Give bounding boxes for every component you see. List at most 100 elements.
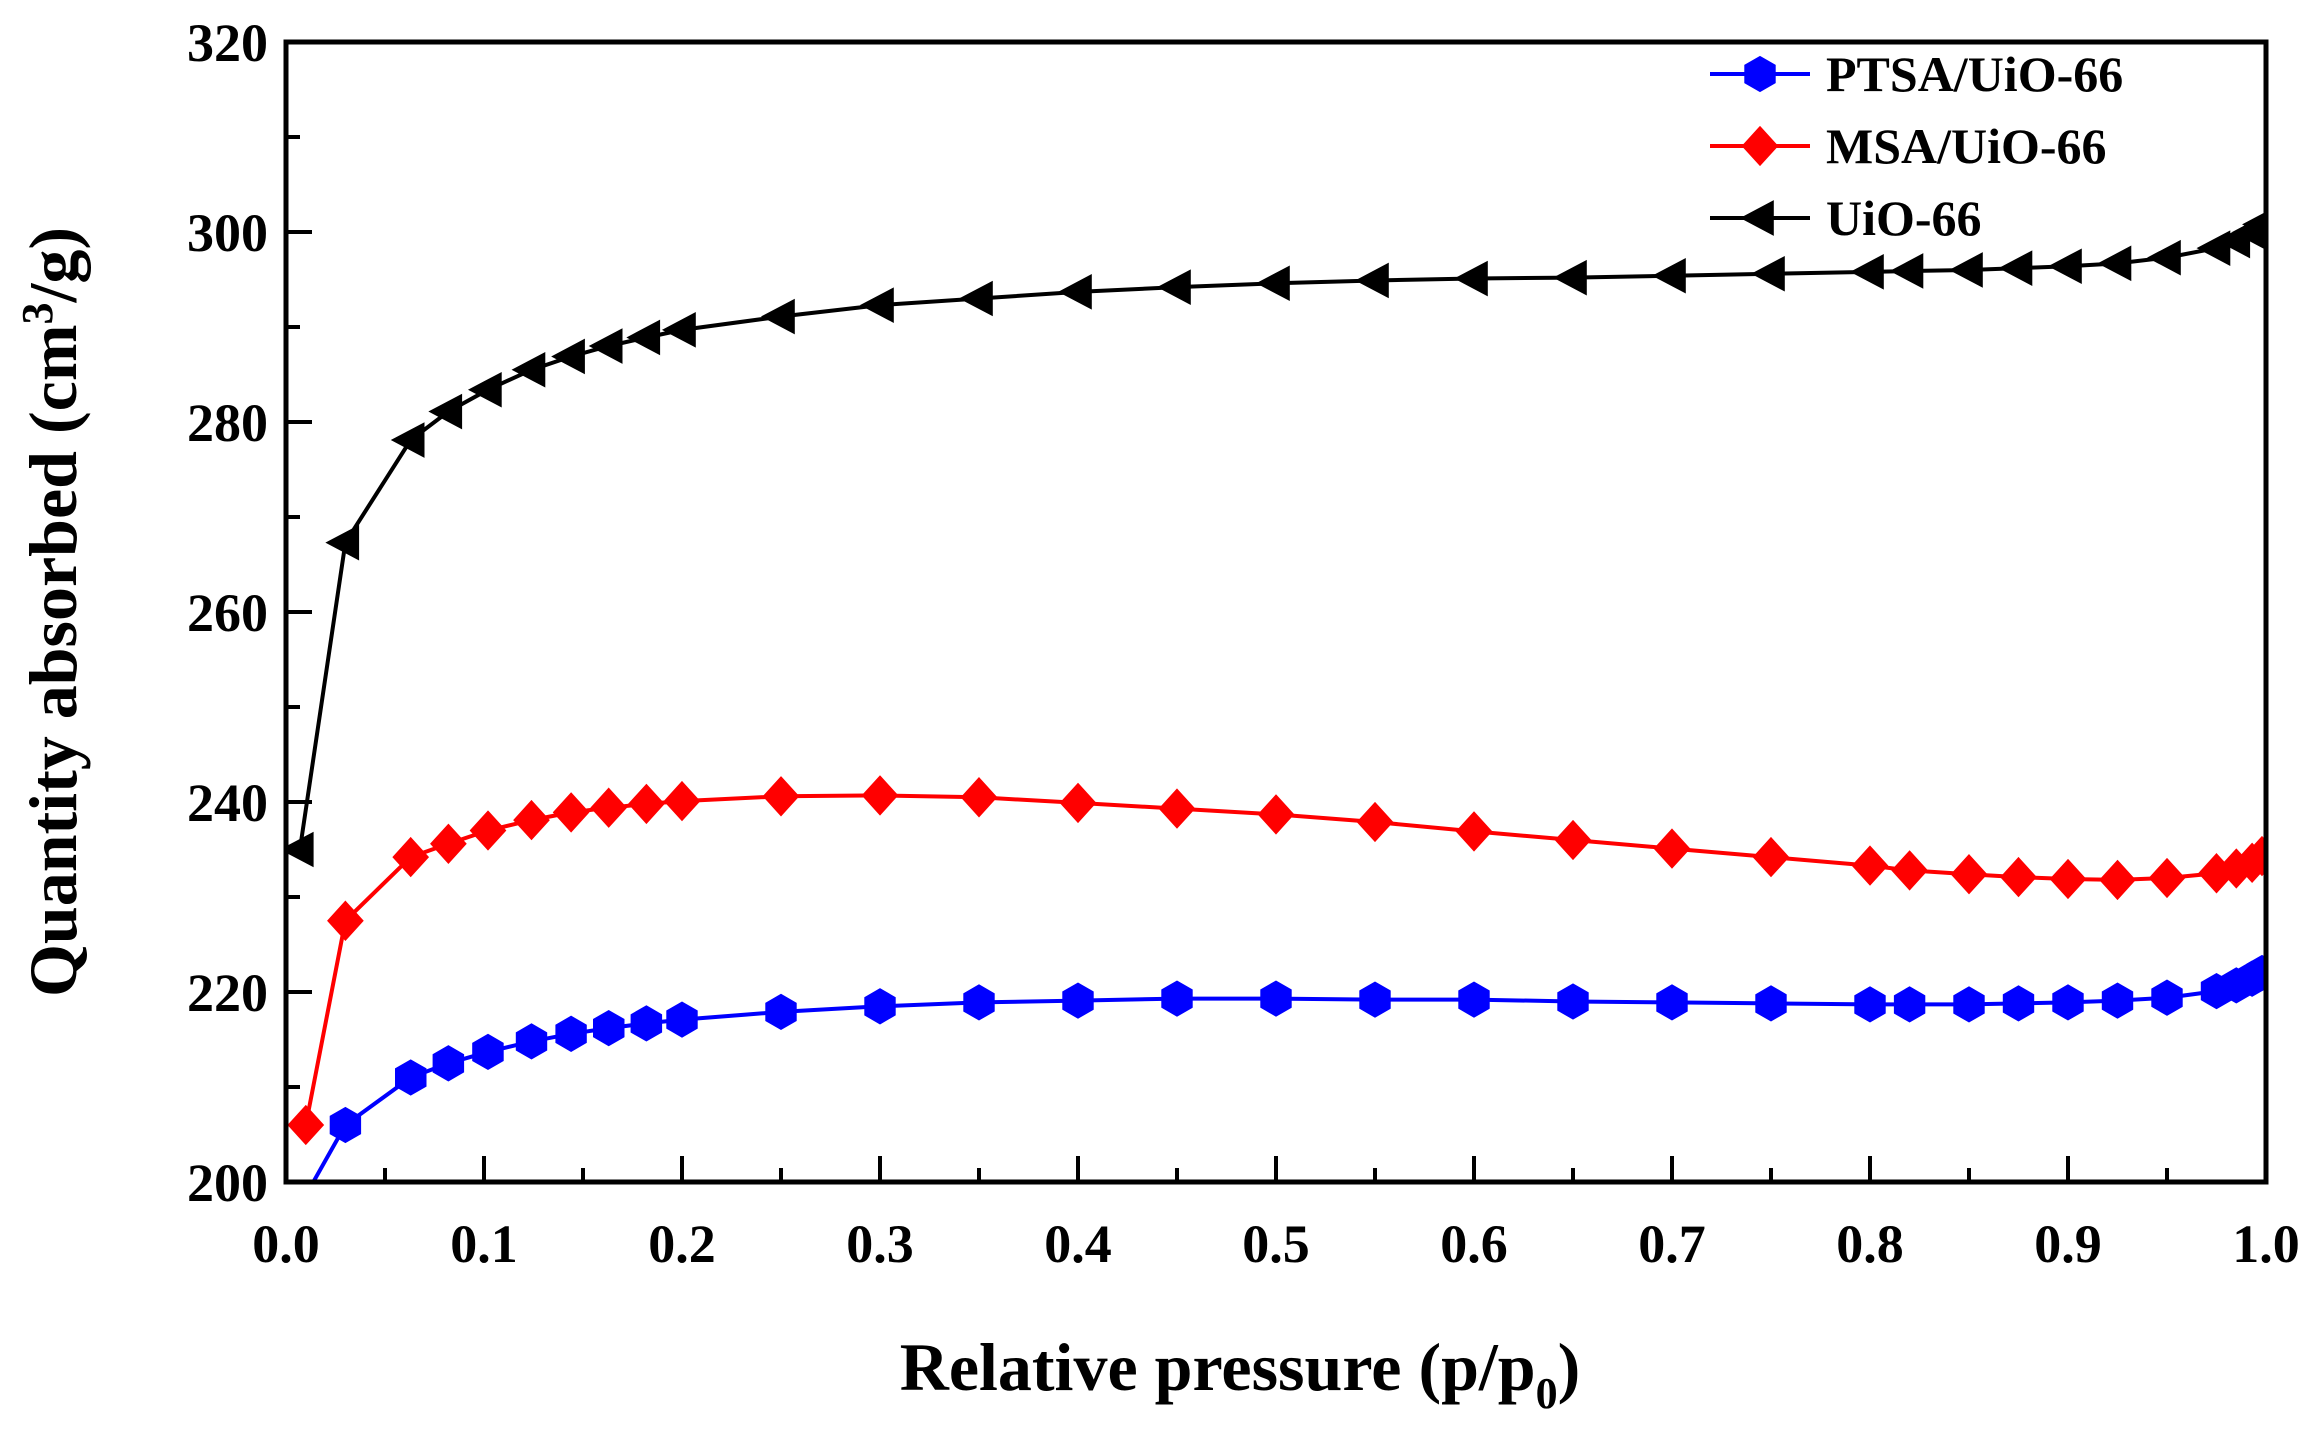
legend-label: PTSA/UiO-66 — [1826, 46, 2123, 102]
data-point — [960, 777, 998, 818]
data-point — [663, 780, 701, 822]
legend-item: MSA/UiO-66 — [1710, 118, 2107, 174]
legend: PTSA/UiO-66 MSA/UiO-66 UiO-66 — [1710, 46, 2123, 246]
data-point — [1257, 794, 1295, 835]
legend-label: MSA/UiO-66 — [1826, 118, 2107, 174]
data-point — [327, 900, 364, 941]
data-point — [1062, 982, 1094, 1019]
data-point — [430, 823, 467, 864]
data-point — [2099, 859, 2136, 901]
data-point — [287, 1104, 325, 1146]
y-tick-label: 240 — [187, 773, 268, 833]
data-point — [555, 1015, 587, 1052]
data-point — [551, 338, 585, 375]
data-point — [1755, 985, 1787, 1022]
data-point — [432, 1045, 465, 1082]
data-point — [1889, 253, 1924, 289]
data-point — [1891, 850, 1928, 891]
x-tick-label: 0.5 — [1242, 1214, 1310, 1274]
data-point — [1950, 854, 1988, 895]
x-tick-label: 0.6 — [1440, 1214, 1508, 1274]
data-point — [392, 836, 430, 878]
series-msa-uio-66 — [287, 775, 2266, 1146]
data-point — [2147, 239, 2181, 276]
data-point — [1850, 254, 1884, 290]
data-point — [861, 775, 899, 816]
data-point — [762, 776, 800, 817]
series-ptsa-uio-66 — [311, 954, 2266, 1182]
data-point — [626, 319, 661, 356]
data-point — [1355, 262, 1389, 299]
data-point — [286, 831, 314, 868]
y-tick-label: 300 — [187, 203, 268, 263]
data-point — [628, 783, 665, 825]
data-point — [859, 287, 894, 323]
legend-marker — [1741, 125, 1779, 167]
data-point — [511, 351, 546, 388]
data-point — [1851, 845, 1889, 886]
data-point — [1260, 980, 1292, 1017]
data-point — [2243, 835, 2266, 877]
data-point — [469, 810, 507, 851]
data-point — [2049, 858, 2087, 900]
data-point — [1953, 986, 1985, 1023]
data-point — [1356, 801, 1394, 843]
y-tick-label: 280 — [187, 393, 268, 453]
data-point — [864, 988, 896, 1025]
data-point — [2052, 984, 2084, 1021]
data-point — [1893, 986, 1926, 1023]
x-tick-label: 1.0 — [2232, 1214, 2300, 1274]
data-point — [958, 280, 993, 317]
x-tick-label: 0.4 — [1044, 1214, 1112, 1274]
y-tick-label: 220 — [187, 963, 268, 1023]
legend-item: PTSA/UiO-66 — [1710, 46, 2123, 102]
data-point — [2151, 979, 2183, 1016]
data-point — [1656, 984, 1688, 1021]
legend-marker — [1740, 200, 1774, 236]
data-point — [1256, 265, 1290, 302]
y-axis-title: Quantity absorbed (cm3/g) — [13, 227, 91, 997]
legend-label: UiO-66 — [1826, 190, 1982, 246]
data-point — [2000, 856, 2037, 898]
y-tick-label: 200 — [187, 1153, 268, 1213]
data-point — [1161, 980, 1193, 1017]
data-point — [1458, 981, 1490, 1018]
data-point — [1359, 981, 1391, 1018]
data-point — [2242, 211, 2266, 237]
x-axis-title: Relative pressure (p/p0) — [900, 1329, 1581, 1418]
x-tick-label: 0.2 — [648, 1214, 716, 1274]
series-uio-66 — [286, 211, 2266, 868]
data-point — [325, 524, 360, 561]
legend-marker — [1744, 55, 1776, 93]
data-point — [552, 792, 590, 833]
data-point — [2097, 245, 2132, 282]
data-point — [963, 984, 995, 1021]
x-tick-label: 0.7 — [1638, 1214, 1706, 1274]
data-point — [630, 1005, 663, 1042]
data-point — [2101, 982, 2134, 1019]
data-point — [428, 393, 463, 430]
data-point — [1854, 986, 1886, 1023]
data-point — [1557, 983, 1589, 1020]
data-point — [1949, 252, 1983, 288]
data-point — [1059, 782, 1097, 824]
x-tick-label: 0.9 — [2034, 1214, 2102, 1274]
data-point — [590, 787, 628, 828]
data-point — [515, 1023, 548, 1060]
x-tick-label: 0.8 — [1836, 1214, 1904, 1274]
data-point — [1058, 274, 1092, 310]
data-point — [2002, 985, 2035, 1022]
data-point — [593, 1009, 625, 1047]
data-point — [513, 799, 550, 841]
x-tick-label: 0.0 — [252, 1214, 320, 1274]
x-tick-label: 0.1 — [450, 1214, 518, 1274]
data-point — [2148, 857, 2186, 899]
data-point — [1454, 260, 1488, 297]
data-point — [390, 422, 425, 458]
data-point — [760, 298, 795, 335]
data-point — [1455, 811, 1493, 852]
data-point — [467, 371, 502, 408]
y-tick-label: 260 — [187, 583, 268, 643]
